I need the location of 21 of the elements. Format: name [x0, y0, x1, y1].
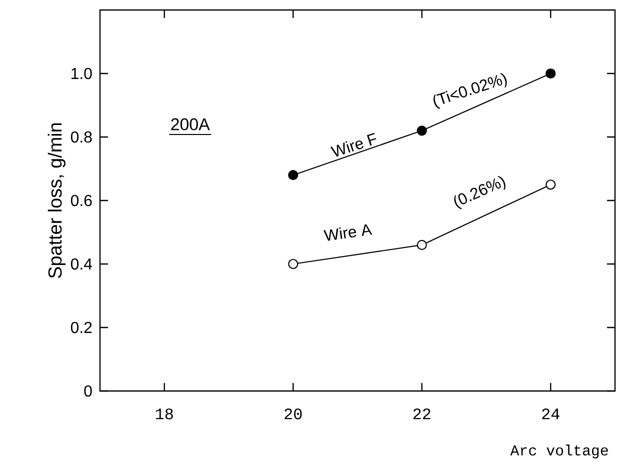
point — [416, 240, 427, 250]
y-tick-label: 0.8 — [70, 131, 92, 143]
y-tick-label: 0.2 — [70, 322, 92, 334]
text: Wire A — [323, 224, 372, 241]
y-tick-label: 0 — [84, 385, 92, 397]
y-tick-label: 1.0 — [72, 68, 92, 80]
point — [546, 68, 556, 79]
x-tick-label: 24 — [542, 408, 560, 420]
y-axis-title: Spatter loss, g/min — [48, 123, 66, 278]
y-tick-label: 0.6 — [70, 194, 92, 206]
point — [416, 126, 427, 136]
point — [288, 258, 298, 270]
point — [546, 180, 556, 190]
annotation: 200A — [171, 118, 210, 130]
y-tick-label: 0.4 — [70, 258, 92, 270]
x-tick-label: 22 — [413, 408, 430, 420]
text: Wire F — [330, 132, 376, 157]
x-tick-label: 20 — [284, 408, 302, 420]
point — [288, 170, 298, 180]
x-axis-title: Arc voltage — [510, 444, 608, 458]
x-tick-label: 18 — [156, 408, 173, 420]
